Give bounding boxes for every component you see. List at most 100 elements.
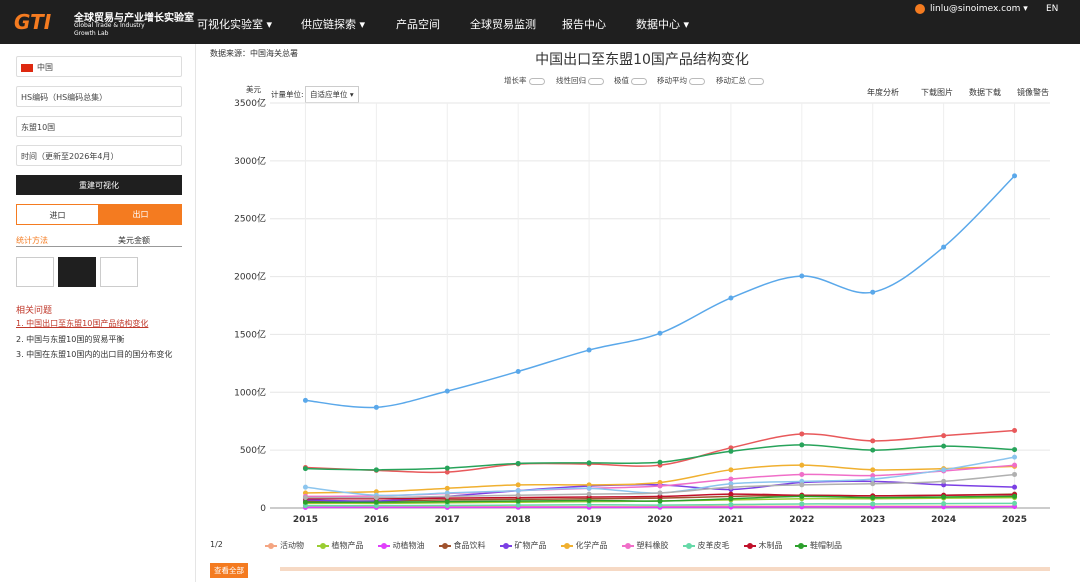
switch[interactable] [528,77,545,85]
data-point [515,482,521,488]
legend-dot [380,542,387,549]
logo[interactable]: GTI [14,10,52,34]
data-point [870,476,876,482]
x-tick-label: 2021 [718,515,743,525]
option[interactable]: 移动平均 [657,75,705,86]
data-point [586,482,592,488]
data-point [941,433,947,439]
data-point [728,502,734,508]
view-line[interactable] [58,257,96,287]
legend-swatch [438,542,451,549]
data-point [870,501,876,507]
view-all[interactable]: 查看全部 [210,563,248,578]
legend-item[interactable]: 食品饮料 [438,540,486,551]
switch[interactable] [631,77,647,85]
legend-item[interactable]: 木制品 [743,540,783,551]
legend-item[interactable]: 鞋帽制品 [795,540,842,551]
legend-item[interactable]: 动植物油 [377,540,425,551]
lab-subtitle: Growth Lab [74,30,109,37]
data-point [515,498,521,504]
tool[interactable]: 下载图片 [921,88,953,97]
reporter-field[interactable]: 中国 [16,56,182,77]
nav-item[interactable]: 产品空间 [396,18,440,31]
option[interactable]: 极值 [614,75,647,86]
data-point [728,491,734,497]
data-point [302,397,308,403]
data-point [728,496,734,502]
partner-field[interactable]: 东盟10国 [16,116,182,137]
data-point [515,488,521,494]
x-tick-label: 2017 [435,515,460,525]
data-point [728,481,734,487]
y-unit: 美元 [246,85,261,94]
legend-swatch [795,542,807,549]
tool[interactable]: 年度分析 [867,88,899,97]
data-point [870,495,876,501]
related-link[interactable]: 2. 中国与东盟10国的贸易平衡 [16,335,125,344]
scrollbar[interactable] [280,567,1050,571]
sidebar: 中国 HS编码（HS编码总集） 东盟10国 时间（更新至2026年4月） 重建可… [0,44,196,582]
legend-label: 皮革皮毛 [697,541,730,550]
option[interactable]: 线性回归 [556,75,604,86]
nav-item[interactable]: 全球贸易监测 [470,18,536,31]
data-point [657,480,663,486]
tool[interactable]: 数据下载 [969,88,1001,97]
time-field[interactable]: 时间（更新至2026年4月） [16,145,182,166]
nav-item[interactable]: 数据中心 ▾ [636,18,690,31]
data-point [799,482,805,488]
legend-swatch [499,542,512,549]
nav-item[interactable]: 报告中心 [562,18,606,31]
switch[interactable] [588,77,604,85]
import-tab[interactable]: 进口 [16,204,99,225]
data-point [870,438,876,444]
x-tick-label: 2015 [293,515,318,525]
legend-item[interactable]: 皮革皮毛 [682,540,730,551]
y-tick-label: 1000亿 [234,386,266,398]
data-point [799,442,805,448]
nav-item[interactable]: 可视化实验室 ▾ [197,18,273,31]
data-point [515,492,521,498]
view-bar[interactable] [100,257,138,287]
view-table[interactable] [16,257,54,287]
language[interactable]: EN [1046,4,1059,14]
switch[interactable] [748,77,764,85]
x-tick-label: 2016 [364,515,389,525]
data-point [373,489,379,495]
related-link[interactable]: 3. 中国在东盟10国内的出口目的国分布变化 [16,350,173,359]
data-point [586,347,592,353]
option[interactable]: 增长率 [504,75,545,86]
legend-label: 塑料橡胶 [636,541,669,550]
x-tick-label: 2020 [647,515,672,525]
legend-page[interactable]: 1/2 [210,540,223,549]
rebuild-button[interactable]: 重建可视化 [16,175,182,195]
legend-swatch [377,542,390,549]
switch[interactable] [689,77,705,85]
data-point [1012,447,1018,453]
lab-subtitle: Global Trade & Industry [74,22,145,29]
legend-swatch [743,542,756,549]
option[interactable]: 移动汇总 [716,75,764,86]
data-point [799,431,805,437]
legend-dot [319,542,326,549]
data-point [302,484,308,490]
data-point [728,484,734,490]
user[interactable]: linlu@sinoimex.com ▾ [930,4,1028,14]
related-link[interactable]: 1. 中国出口至东盟10国产品结构变化 [16,319,149,328]
method-select[interactable]: 美元金额 [118,236,150,245]
x-tick-label: 2025 [1002,515,1027,525]
legend-item[interactable]: 植物产品 [316,540,364,551]
legend-item[interactable]: 化学产品 [560,540,608,551]
data-point [1012,471,1018,477]
legend-item[interactable]: 矿物产品 [499,540,547,551]
data-point [941,244,947,250]
data-point [373,467,379,473]
tool[interactable]: 镜像警告 [1017,88,1049,97]
product-field[interactable]: HS编码（HS编码总集） [16,86,182,107]
legend-item[interactable]: 活动物 [265,540,304,551]
nav-item[interactable]: 供应链探索 ▾ [301,18,366,31]
legend-item[interactable]: 塑料橡胶 [621,540,669,551]
export-tab[interactable]: 出口 [99,204,182,225]
legend-dot [502,542,509,549]
x-tick-label: 2019 [577,515,602,525]
legend-label: 食品饮料 [453,541,486,550]
